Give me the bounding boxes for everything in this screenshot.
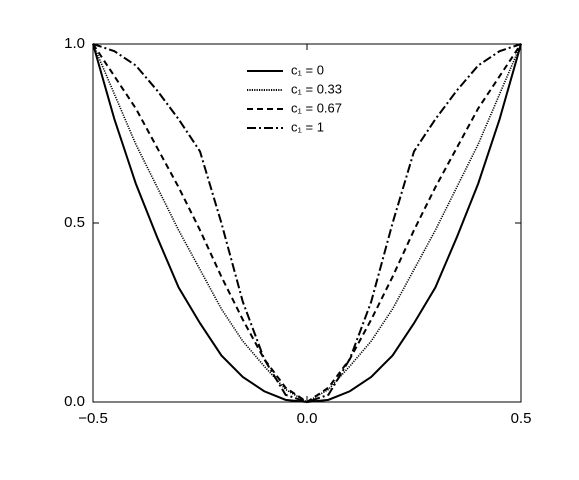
series-line (92, 43, 522, 403)
y-tick-label: 0.5 (64, 214, 85, 231)
x-tick-label: 0.0 (297, 410, 318, 427)
legend-label: c₁ = 1 (291, 119, 324, 134)
plot-frame (92, 43, 522, 403)
legend-label: c₁ = 0.67 (291, 100, 342, 115)
series-line (92, 43, 522, 404)
series-line (92, 43, 522, 404)
legend-label: c₁ = 0.33 (291, 81, 342, 96)
y-tick-label: 0.0 (64, 393, 85, 410)
legend-label: c₁ = 0 (291, 62, 324, 77)
x-tick-label: 0.5 (511, 410, 532, 427)
series-line (92, 43, 522, 404)
y-tick-label: 1.0 (64, 35, 85, 52)
x-tick-label: −0.5 (78, 410, 108, 427)
